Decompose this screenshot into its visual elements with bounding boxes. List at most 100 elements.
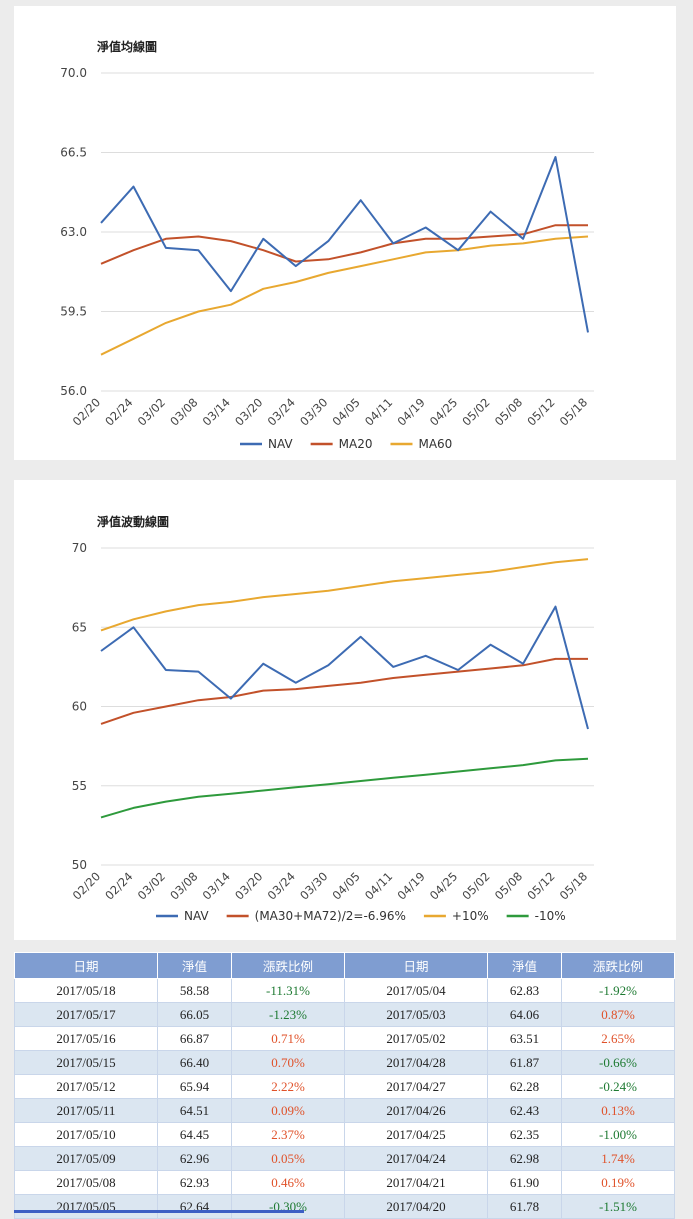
x-tick-label: 03/02	[135, 869, 168, 902]
table-row: 2017/05/11 64.51 0.09% 2017/04/26 62.43 0.13%	[14, 1098, 675, 1123]
nav-cell: 63.51	[487, 1026, 562, 1051]
nav-cell: 65.94	[157, 1074, 232, 1099]
nav-volatility-chart: 淨值波動線圖 50 55 60 65 70 02/20 02/24 03/02 03/08 03/1…	[70, 514, 594, 923]
date-cell: 2017/04/28	[344, 1050, 488, 1075]
series-line-nav	[100, 605, 589, 730]
date-cell: 2017/05/10	[14, 1122, 158, 1147]
date-cell: 2017/05/09	[14, 1146, 158, 1171]
header-change-2: 漲跌比例	[561, 952, 675, 979]
change-cell: -0.30%	[231, 1194, 345, 1219]
date-cell: 2017/05/17	[14, 1002, 158, 1027]
legend-label: NAV	[268, 437, 293, 451]
nav-cell: 66.87	[157, 1026, 232, 1051]
x-tick-label: 04/19	[394, 869, 427, 902]
change-cell: -1.51%	[561, 1194, 675, 1219]
date-cell: 2017/04/20	[344, 1194, 488, 1219]
change-cell: -0.24%	[561, 1074, 675, 1099]
x-tick-label: 05/02	[459, 869, 492, 902]
nav-cell: 61.78	[487, 1194, 562, 1219]
change-cell: 2.22%	[231, 1074, 345, 1099]
legend-label: MA20	[339, 437, 373, 451]
change-cell: 0.46%	[231, 1170, 345, 1195]
x-tick-label: 04/25	[427, 869, 460, 902]
table-row: 2017/05/18 58.58 -11.31% 2017/05/04 62.83 -1.…	[14, 978, 675, 1003]
nav-cell: 64.45	[157, 1122, 232, 1147]
table-row: 2017/05/12 65.94 2.22% 2017/04/27 62.28 -0.24…	[14, 1074, 675, 1099]
date-cell: 2017/05/15	[14, 1050, 158, 1075]
x-tick-label: 04/25	[427, 395, 460, 428]
date-cell: 2017/05/16	[14, 1026, 158, 1051]
nav-cell: 61.87	[487, 1050, 562, 1075]
x-tick-label: 02/24	[102, 395, 135, 428]
date-cell: 2017/05/04	[344, 978, 488, 1003]
nav-volatility-chart-card: 淨值波動線圖 50 55 60 65 70 02/20 02/24 03/02 03/08 03/1…	[14, 480, 676, 940]
x-tick-label: 05/08	[492, 395, 525, 428]
legend-item[interactable]: +10%	[423, 909, 489, 923]
x-tick-label: 04/11	[362, 869, 395, 902]
series-line-ma30-ma72-2-6-96	[100, 657, 588, 725]
nav-cell: 62.98	[487, 1146, 562, 1171]
legend-item[interactable]: MA20	[310, 437, 373, 451]
x-tick-label: 05/12	[524, 869, 557, 902]
date-cell: 2017/05/08	[14, 1170, 158, 1195]
change-cell: 0.13%	[561, 1098, 675, 1123]
header-change-1: 漲跌比例	[231, 952, 345, 979]
x-tick-label: 03/30	[297, 395, 330, 428]
table-row: 2017/05/16 66.87 0.71% 2017/05/02 63.51 2.65%	[14, 1026, 675, 1051]
nav-cell: 62.28	[487, 1074, 562, 1099]
change-cell: 0.87%	[561, 1002, 675, 1027]
y-tick-label: 50	[72, 858, 87, 872]
nav-history-table-wrap: 日期 淨值 漲跌比例 日期 淨值 漲跌比例 2017/05/18 58.58 -11…	[14, 952, 676, 1219]
x-tick-label: 05/18	[557, 395, 590, 428]
table-row: 2017/05/08 62.93 0.46% 2017/04/21 61.90 0.19%	[14, 1170, 675, 1195]
nav-ma-chart: 淨值均線圖 56.0 59.5 63.0 66.5 70.0 02/20 02/24 03/02…	[60, 39, 594, 451]
change-cell: -0.66%	[561, 1050, 675, 1075]
y-tick-label: 59.5	[60, 305, 87, 319]
nav-cell: 58.58	[157, 978, 232, 1003]
legend-label: NAV	[184, 909, 209, 923]
x-tick-label: 05/08	[492, 869, 525, 902]
x-tick-label: 03/14	[200, 869, 233, 902]
x-tick-label: 03/08	[167, 869, 200, 902]
date-cell: 2017/04/24	[344, 1146, 488, 1171]
nav-cell: 66.40	[157, 1050, 232, 1075]
legend-item[interactable]: NAV	[156, 909, 209, 923]
date-cell: 2017/05/05	[14, 1194, 158, 1219]
header-nav-2: 淨值	[487, 952, 562, 979]
nav-cell: 62.83	[487, 978, 562, 1003]
table-row: 2017/05/09 62.96 0.05% 2017/04/24 62.98 1.74%	[14, 1146, 675, 1171]
x-tick-label: 02/20	[70, 395, 103, 428]
change-cell: 0.19%	[561, 1170, 675, 1195]
y-tick-label: 70	[72, 541, 87, 555]
x-tick-label: 03/08	[167, 395, 200, 428]
legend-item[interactable]: MA60	[390, 437, 452, 451]
header-nav-1: 淨值	[157, 952, 232, 979]
nav-cell: 61.90	[487, 1170, 562, 1195]
change-cell: 2.65%	[561, 1026, 675, 1051]
change-cell: 1.74%	[561, 1146, 675, 1171]
date-cell: 2017/04/21	[344, 1170, 488, 1195]
y-tick-label: 63.0	[60, 225, 87, 239]
legend-item[interactable]: -10%	[506, 909, 566, 923]
date-cell: 2017/05/11	[14, 1098, 158, 1123]
table-row: 2017/05/15 66.40 0.70% 2017/04/28 61.87 -0.66…	[14, 1050, 675, 1075]
legend-label: MA60	[418, 437, 452, 451]
x-tick-label: 04/05	[330, 869, 363, 902]
series-line-ma20	[100, 224, 588, 265]
change-cell: 0.09%	[231, 1098, 345, 1123]
x-tick-label: 03/24	[265, 869, 298, 902]
nav-cell: 66.05	[157, 1002, 232, 1027]
y-tick-label: 70.0	[60, 66, 87, 80]
legend-item[interactable]: (MA30+MA72)/2=-6.96%	[226, 909, 406, 923]
x-tick-label: 05/12	[524, 395, 557, 428]
x-tick-label: 03/14	[200, 395, 233, 428]
change-cell: -1.92%	[561, 978, 675, 1003]
x-tick-label: 02/20	[70, 869, 103, 902]
x-tick-label: 05/02	[459, 395, 492, 428]
y-tick-label: 56.0	[60, 384, 87, 398]
series-line-10	[100, 558, 589, 632]
x-tick-label: 03/20	[232, 869, 265, 902]
date-cell: 2017/04/27	[344, 1074, 488, 1099]
legend-item[interactable]: NAV	[240, 437, 293, 451]
x-tick-label: 05/18	[557, 869, 590, 902]
